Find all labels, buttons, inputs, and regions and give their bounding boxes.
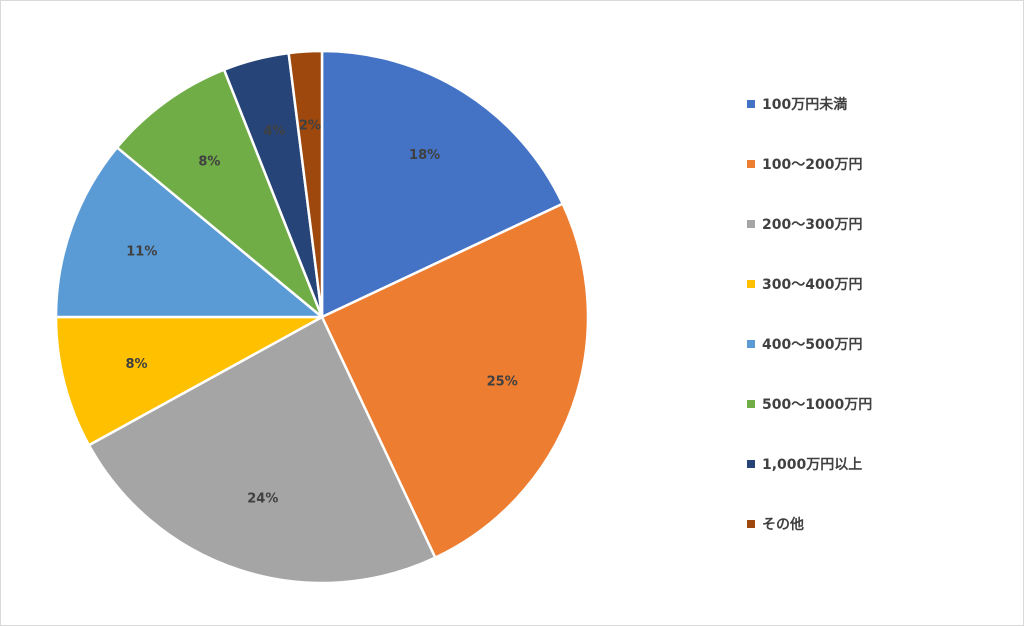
legend-label: その他	[762, 517, 804, 533]
legend-swatch	[747, 400, 755, 408]
pie-data-label: 18%	[409, 148, 440, 163]
legend-swatch	[747, 280, 755, 288]
chart-legend: 100万円未満 100～200万円 200～300万円 300～400万円 40…	[747, 93, 1007, 573]
pie-data-label: 2%	[299, 118, 321, 133]
pie-slice	[54, 315, 324, 447]
pie-data-label: 4%	[263, 124, 285, 139]
legend-item: 400～500万円	[747, 333, 1007, 355]
pie-slice	[87, 315, 437, 585]
legend-item: 500～1000万円	[747, 393, 1007, 415]
legend-item: 200～300万円	[747, 213, 1007, 235]
legend-label: 500～1000万円	[762, 397, 873, 413]
pie-data-label: 11%	[126, 245, 157, 260]
pie-slice	[115, 68, 324, 319]
legend-item: 300～400万円	[747, 273, 1007, 295]
legend-label: 100～200万円	[762, 157, 863, 173]
legend-swatch	[747, 160, 755, 168]
legend-swatch	[747, 340, 755, 348]
legend-swatch	[747, 100, 755, 108]
legend-swatch	[747, 520, 755, 528]
pie-slice	[320, 49, 564, 319]
pie-data-label: 24%	[247, 492, 278, 507]
pie-data-label: 8%	[198, 155, 220, 170]
legend-label: 300～400万円	[762, 277, 863, 293]
legend-label: 1,000万円以上	[762, 457, 863, 473]
legend-item: 1,000万円以上	[747, 453, 1007, 475]
legend-label: 200～300万円	[762, 217, 863, 233]
pie-slice	[54, 146, 324, 319]
pie-data-label: 8%	[125, 357, 147, 372]
legend-item: その他	[747, 513, 1007, 535]
legend-label: 400～500万円	[762, 337, 863, 353]
legend-label: 100万円未満	[762, 97, 848, 113]
pie-slice	[320, 202, 590, 559]
pie-slice	[287, 49, 324, 319]
legend-item: 100万円未満	[747, 93, 1007, 115]
legend-swatch	[747, 460, 755, 468]
legend-item: 100～200万円	[747, 153, 1007, 175]
legend-swatch	[747, 220, 755, 228]
pie-data-label: 25%	[487, 374, 518, 389]
